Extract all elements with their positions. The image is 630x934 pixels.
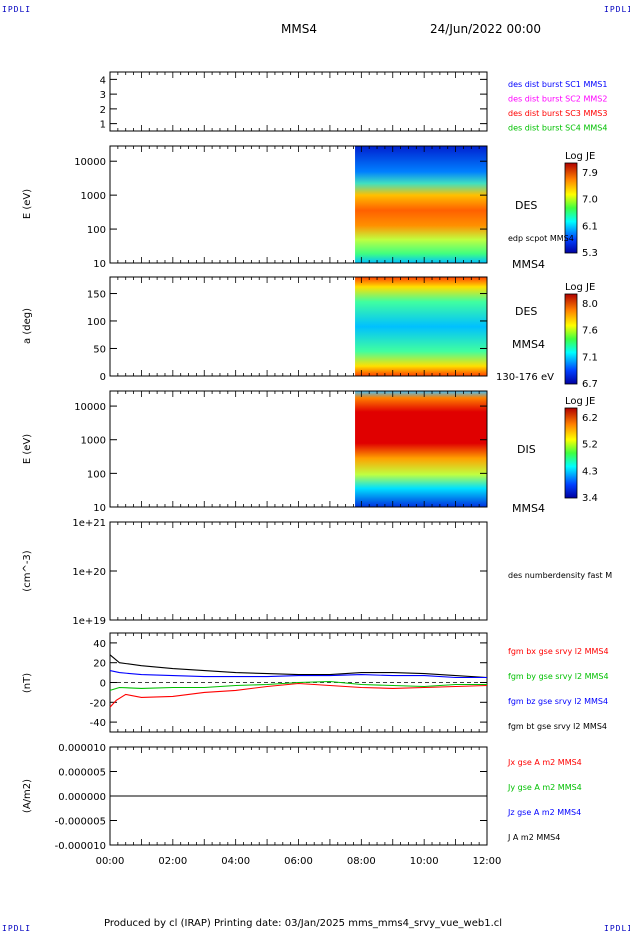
current-tick-label: 0.000005 bbox=[58, 768, 106, 779]
dis-energy-colorbar-title: Log JE bbox=[565, 396, 595, 407]
des-pitch-sub: 130-176 eV bbox=[496, 372, 554, 383]
burst-legend-item: des dist burst SC2 MMS2 bbox=[508, 95, 607, 104]
burst-tick-label: 4 bbox=[100, 75, 106, 86]
x-tick-label: 00:00 bbox=[96, 856, 125, 867]
current-tick-label: 0.000000 bbox=[58, 792, 106, 803]
dis-energy-colorbar-tick: 4.3 bbox=[582, 466, 598, 477]
des-pitch-colorbar-tick: 6.7 bbox=[582, 379, 598, 390]
des-pitch-ylabel: a (deg) bbox=[22, 308, 33, 344]
des-pitch-label: DES bbox=[515, 305, 537, 318]
des-pitch-colorbar bbox=[564, 293, 578, 385]
corner-label-br: IPDLI bbox=[604, 924, 630, 933]
dis-energy-tick-label: 10 bbox=[93, 503, 106, 514]
burst-tick-label: 1 bbox=[100, 120, 106, 131]
des-pitch-colorbar-tick: 7.6 bbox=[582, 326, 598, 337]
current-tick-label: 0.000010 bbox=[58, 743, 106, 754]
current-ylabel: (A/m2) bbox=[22, 779, 33, 813]
corner-label-tl: IPDLI bbox=[2, 5, 32, 14]
des-energy-colorbar-tick: 5.3 bbox=[582, 248, 598, 259]
plot-canvas: 1 2 3 4 des dist burst SC1 MMS1 des dist burs… bbox=[22, 71, 612, 867]
dis-energy-spectrogram bbox=[355, 391, 487, 507]
dis-energy-sc: MMS4 bbox=[512, 502, 545, 515]
x-tick-label: 12:00 bbox=[473, 856, 502, 867]
des-energy-colorbar-tick: 7.9 bbox=[582, 168, 598, 179]
current-legend-item: Jx gse A m2 MMS4 bbox=[507, 758, 582, 767]
burst-legend-item: des dist burst SC3 MMS3 bbox=[508, 109, 607, 118]
des-energy-tick-label: 10000 bbox=[74, 157, 106, 168]
des-energy-ylabel: E (eV) bbox=[22, 189, 33, 219]
des-pitch-tick-label: 50 bbox=[93, 344, 106, 355]
footer-credit: Produced by cl (IRAP) Printing date: 03/… bbox=[104, 918, 503, 929]
des-energy-label2: edp scpot MMS4 bbox=[508, 234, 574, 243]
des-pitch-tick-label: 0 bbox=[100, 372, 106, 383]
density-label: des numberdensity fast M bbox=[508, 571, 612, 580]
current-tick-label: -0.000010 bbox=[55, 841, 106, 852]
density-ylabel: (cm^-3) bbox=[22, 550, 33, 591]
series-line bbox=[109, 670, 487, 679]
des-energy-colorbar-tick: 6.1 bbox=[582, 221, 598, 232]
corner-label-bl: IPDLI bbox=[2, 924, 32, 933]
field-tick-label: -40 bbox=[90, 718, 106, 729]
field-legend-item: fgm bz gse srvy l2 MMS4 bbox=[508, 697, 608, 706]
field-tick-label: 40 bbox=[93, 639, 106, 650]
current-legend-item: Jz gse A m2 MMS4 bbox=[507, 808, 581, 817]
burst-panel-frame bbox=[109, 71, 488, 132]
des-energy-tick-label: 10 bbox=[93, 259, 106, 270]
current-tick-label: -0.000005 bbox=[55, 817, 106, 828]
density-frame bbox=[109, 521, 488, 621]
des-pitch-tick-label: 100 bbox=[87, 317, 106, 328]
x-tick-label: 10:00 bbox=[410, 856, 439, 867]
des-pitch-colorbar-tick: 7.1 bbox=[582, 352, 598, 363]
burst-legend-item: des dist burst SC4 MMS4 bbox=[508, 124, 607, 133]
des-energy-sc: MMS4 bbox=[512, 258, 545, 271]
density-tick-label: 1e+19 bbox=[72, 616, 106, 627]
corner-label-tr: IPDLI bbox=[604, 5, 630, 14]
field-legend-item: fgm bt gse srvy l2 MMS4 bbox=[508, 722, 607, 731]
burst-legend-item: des dist burst SC1 MMS1 bbox=[508, 80, 607, 89]
density-tick-label: 1e+20 bbox=[72, 567, 106, 578]
field-tick-label: 0 bbox=[100, 679, 106, 690]
dis-energy-colorbar-tick: 5.2 bbox=[582, 440, 598, 451]
des-pitch-spectrogram bbox=[355, 277, 487, 376]
x-tick-label: 02:00 bbox=[158, 856, 187, 867]
current-legend-item: Jy gse A m2 MMS4 bbox=[507, 783, 582, 792]
des-energy-colorbar bbox=[564, 162, 578, 254]
field-tick-label: -20 bbox=[90, 698, 106, 709]
density-tick-label: 1e+21 bbox=[72, 518, 106, 529]
dis-energy-colorbar-tick: 3.4 bbox=[582, 493, 598, 504]
field-legend-item: fgm bx gse srvy l2 MMS4 bbox=[508, 647, 609, 656]
des-energy-colorbar-tick: 7.0 bbox=[582, 195, 598, 206]
des-pitch-colorbar-title: Log JE bbox=[565, 282, 595, 293]
series-line bbox=[109, 654, 488, 679]
dis-energy-colorbar-tick: 6.2 bbox=[582, 413, 598, 424]
dis-energy-ylabel: E (eV) bbox=[22, 434, 33, 464]
des-energy-tick-label: 1000 bbox=[81, 191, 106, 202]
dis-energy-colorbar bbox=[564, 407, 578, 499]
des-energy-colorbar-title: Log JE bbox=[565, 151, 595, 162]
des-pitch-tick-label: 150 bbox=[87, 290, 106, 301]
x-tick-label: 08:00 bbox=[347, 856, 376, 867]
field-legend-item: fgm by gse srvy l2 MMS4 bbox=[508, 672, 609, 681]
des-energy-spectrogram bbox=[355, 146, 487, 263]
series-line bbox=[109, 682, 488, 708]
dis-energy-tick-label: 100 bbox=[87, 469, 106, 480]
dis-energy-tick-label: 1000 bbox=[81, 436, 106, 447]
series-line bbox=[109, 680, 487, 691]
field-tick-label: 20 bbox=[93, 659, 106, 670]
dis-energy-tick-label: 10000 bbox=[74, 402, 106, 413]
des-energy-tick-label: 100 bbox=[87, 225, 106, 236]
dis-energy-label: DIS bbox=[517, 443, 536, 456]
burst-tick-label: 3 bbox=[100, 90, 106, 101]
x-tick-label: 04:00 bbox=[221, 856, 250, 867]
current-legend-item: J A m2 MMS4 bbox=[507, 833, 560, 842]
x-tick-label: 06:00 bbox=[284, 856, 313, 867]
spacecraft-title: MMS4 bbox=[281, 22, 317, 36]
burst-tick-label: 2 bbox=[100, 105, 106, 116]
field-ylabel: (nT) bbox=[22, 673, 33, 693]
des-pitch-colorbar-tick: 8.0 bbox=[582, 299, 598, 310]
des-energy-label: DES bbox=[515, 199, 537, 212]
date-title: 24/Jun/2022 00:00 bbox=[430, 22, 542, 36]
des-pitch-sc: MMS4 bbox=[512, 338, 545, 351]
